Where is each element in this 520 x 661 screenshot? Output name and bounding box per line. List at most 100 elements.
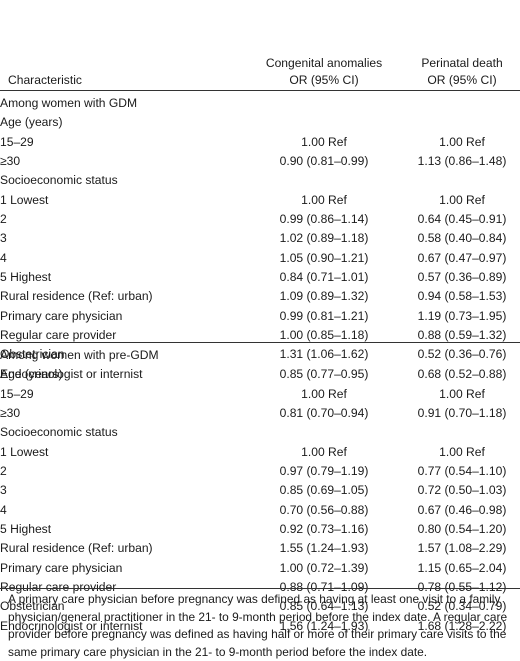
table-row: 3 0.85 (0.69–1.05) 0.72 (0.50–1.03) [0, 481, 520, 500]
table-row: Socioeconomic status [0, 423, 520, 442]
congenital-anomalies-or [244, 113, 404, 132]
row-label: 15–29 [0, 134, 34, 149]
perinatal-death-or: 0.58 (0.40–0.84) [417, 231, 507, 246]
footer-rule [0, 588, 520, 589]
congenital-anomalies-or: 1.56 (1.24–1.93) [279, 618, 369, 633]
congenital-anomalies-or [244, 171, 404, 190]
congenital-anomalies-or [244, 423, 404, 442]
section-title: Among women with GDM [0, 96, 138, 110]
perinatal-death-or: 0.94 (0.58–1.53) [417, 289, 507, 304]
table-row: Socioeconomic status [0, 171, 520, 190]
perinatal-death-or: 0.77 (0.54–1.10) [417, 463, 507, 478]
perinatal-death-or: 0.57 (0.36–0.89) [417, 269, 507, 284]
table-row: Endocrinologist or internist 1.56 (1.24–1… [0, 617, 520, 636]
table-row: Regular care provider 1.00 (0.85–1.18) 0.8… [0, 326, 520, 345]
row-label: 3 [0, 483, 7, 498]
congenital-anomalies-or: 1.55 (1.24–1.93) [279, 541, 369, 556]
perinatal-death-or: 1.00 Ref [439, 192, 485, 207]
perinatal-death-or: 0.72 (0.50–1.03) [417, 483, 507, 498]
header-perinatal-death: Perinatal death [421, 56, 503, 70]
table-row: 4 0.70 (0.56–0.88) 0.67 (0.46–0.98) [0, 501, 520, 520]
perinatal-death-or: 0.80 (0.54–1.20) [417, 521, 507, 536]
row-label: ≥30 [0, 405, 21, 420]
table-row: Primary care physician 1.00 (0.72–1.39) 1.… [0, 559, 520, 578]
perinatal-death-or: 0.78 (0.55–1.12) [417, 579, 507, 594]
congenital-anomalies-or: 0.99 (0.86–1.14) [279, 211, 369, 226]
row-label: 4 [0, 502, 7, 517]
table-row: Endocrinologist or internist 0.85 (0.77–0… [0, 365, 520, 384]
table-row: 5 Highest 0.92 (0.73–1.16) 0.80 (0.54–1.20… [0, 520, 520, 539]
perinatal-death-or: 1.68 (1.28–2.22) [417, 618, 507, 633]
row-label: 2 [0, 211, 7, 226]
table-pregdm: Among women with pre-GDM Age (years) 15–29… [0, 346, 520, 636]
perinatal-death-or: 0.52 (0.36–0.76) [417, 347, 507, 362]
congenital-anomalies-or: 0.85 (0.69–1.05) [279, 483, 369, 498]
congenital-anomalies-or: 0.85 (0.77–0.95) [279, 366, 369, 381]
table-row: Age (years) [0, 365, 520, 384]
row-label: Obstetrician [0, 347, 65, 362]
table-row: Rural residence (Ref: urban) 1.55 (1.24–1… [0, 539, 520, 558]
perinatal-death-or: 0.64 (0.45–0.91) [417, 211, 507, 226]
row-label: Age (years) [0, 115, 63, 130]
congenital-anomalies-or: 0.70 (0.56–0.88) [279, 502, 369, 517]
row-label: 4 [0, 250, 7, 265]
congenital-anomalies-or: 0.97 (0.79–1.19) [279, 463, 369, 478]
perinatal-death-or: 1.57 (1.08–2.29) [417, 541, 507, 556]
row-label: 5 Highest [0, 521, 52, 536]
perinatal-death-or: 0.91 (0.70–1.18) [417, 405, 507, 420]
table-row: Primary care physician 0.99 (0.81–1.21) 1.… [0, 307, 520, 326]
perinatal-death-or: 1.13 (0.86–1.48) [417, 153, 507, 168]
congenital-anomalies-or: 0.92 (0.73–1.16) [279, 521, 369, 536]
congenital-anomalies-or: 1.00 (0.85–1.18) [279, 327, 369, 342]
row-label: Endocrinologist or internist [0, 366, 143, 381]
row-label: Primary care physician [0, 308, 123, 323]
row-label: Rural residence (Ref: urban) [0, 289, 153, 304]
table-row: 4 1.05 (0.90–1.21) 0.67 (0.47–0.97) [0, 249, 520, 268]
perinatal-death-or [404, 365, 520, 384]
congenital-anomalies-or: 0.85 (0.64–1.13) [279, 599, 369, 614]
perinatal-death-or [404, 423, 520, 442]
perinatal-death-or: 0.52 (0.34–0.79) [417, 599, 507, 614]
congenital-anomalies-or: 1.00 Ref [301, 386, 347, 401]
perinatal-death-or [404, 113, 520, 132]
table-row: Obstetrician 0.85 (0.64–1.13) 0.52 (0.34–0… [0, 597, 520, 616]
congenital-anomalies-or: 1.00 Ref [301, 192, 347, 207]
congenital-anomalies-or: 1.09 (0.89–1.32) [279, 289, 369, 304]
congenital-anomalies-or: 0.90 (0.81–0.99) [279, 153, 369, 168]
congenital-anomalies-or: 0.99 (0.81–1.21) [279, 308, 369, 323]
perinatal-death-or: 0.67 (0.47–0.97) [417, 250, 507, 265]
table-row: 2 0.99 (0.86–1.14) 0.64 (0.45–0.91) [0, 210, 520, 229]
row-label: ≥30 [0, 153, 21, 168]
header-rule [0, 90, 520, 91]
congenital-anomalies-or [244, 365, 404, 384]
table-row: 1 Lowest 1.00 Ref 1.00 Ref [0, 191, 520, 210]
section-title-row: Among women with GDM [0, 94, 520, 113]
footnote: A primary care physician before pregnanc… [8, 592, 508, 659]
row-label: Obstetrician [0, 599, 65, 614]
row-label: 1 Lowest [0, 192, 49, 207]
congenital-anomalies-or: 0.88 (0.71–1.09) [279, 579, 369, 594]
table-row: Regular care provider 0.88 (0.71–1.09) 0.7… [0, 578, 520, 597]
section-title: Among women with pre-GDM [0, 348, 159, 362]
congenital-anomalies-or: 0.81 (0.70–0.94) [279, 405, 369, 420]
row-label: Socioeconomic status [0, 425, 118, 440]
perinatal-death-or [404, 171, 520, 190]
table-row: 15–29 1.00 Ref 1.00 Ref [0, 385, 520, 404]
perinatal-death-or: 1.00 Ref [439, 444, 485, 459]
header-characteristic: Characteristic [8, 73, 82, 87]
congenital-anomalies-or: 1.05 (0.90–1.21) [279, 250, 369, 265]
row-label: 1 Lowest [0, 444, 49, 459]
section-title-row: Among women with pre-GDM [0, 346, 520, 365]
table-row: 3 1.02 (0.89–1.18) 0.58 (0.40–0.84) [0, 229, 520, 248]
row-label: Endocrinologist or internist [0, 618, 143, 633]
table-row: 15–29 1.00 Ref 1.00 Ref [0, 133, 520, 152]
table-row: ≥30 0.90 (0.81–0.99) 1.13 (0.86–1.48) [0, 152, 520, 171]
table-row: Age (years) [0, 113, 520, 132]
congenital-anomalies-or: 1.31 (1.06–1.62) [279, 347, 369, 362]
perinatal-death-or: 1.19 (0.73–1.95) [417, 308, 507, 323]
header-perinatal-or: OR (95% CI) [427, 73, 497, 87]
table-row: 2 0.97 (0.79–1.19) 0.77 (0.54–1.10) [0, 462, 520, 481]
row-label: 5 Highest [0, 269, 52, 284]
row-label: Age (years) [0, 367, 63, 382]
